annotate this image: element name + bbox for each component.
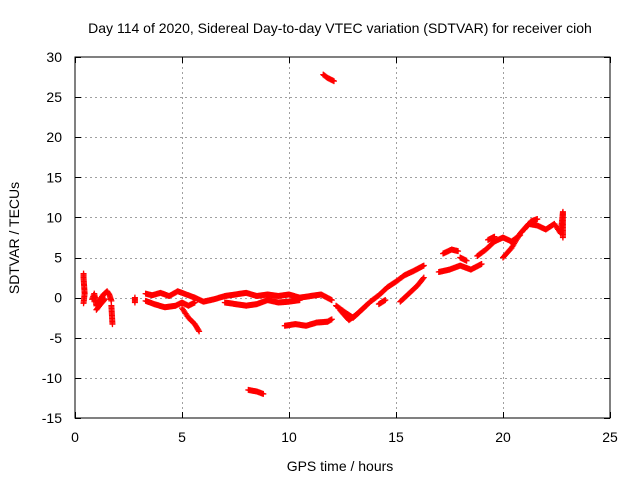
data-point <box>195 327 202 334</box>
data-point <box>196 328 203 335</box>
data-point <box>463 257 470 264</box>
x-axis-label: GPS time / hours <box>287 458 394 474</box>
plot-frame <box>74 56 611 419</box>
chart-title: Day 114 of 2020, Sidereal Day-to-day VTE… <box>88 20 592 36</box>
data-point <box>491 233 498 240</box>
data-point <box>419 275 426 282</box>
y-tick-label: 15 <box>46 169 62 185</box>
data-point <box>260 390 267 397</box>
x-tick-label: 25 <box>602 429 618 445</box>
x-tick-label: 20 <box>495 429 511 445</box>
y-tick-labels: -15 -10 -5 0 5 10 15 20 25 30 <box>42 49 62 426</box>
x-tick-label: 0 <box>71 429 79 445</box>
data-point <box>420 262 427 269</box>
y-tick-label: -15 <box>42 410 62 426</box>
data-point <box>80 300 87 307</box>
data-point <box>363 302 370 309</box>
axis-ticks <box>75 57 611 419</box>
y-axis-label: SDTVAR / TECUs <box>6 182 22 294</box>
data-point <box>534 216 541 223</box>
y-tick-label: 10 <box>46 209 62 225</box>
data-point <box>362 303 369 310</box>
y-tick-label: 0 <box>54 290 62 306</box>
data-point <box>131 299 138 306</box>
data-points <box>80 71 566 397</box>
y-tick-label: 5 <box>54 250 62 266</box>
data-point <box>559 234 566 241</box>
data-point <box>328 297 335 304</box>
y-tick-label: 20 <box>46 129 62 145</box>
data-point <box>328 316 335 323</box>
y-tick-label: -5 <box>50 330 63 346</box>
data-point <box>191 299 198 306</box>
data-point <box>101 297 108 304</box>
grid <box>75 57 610 418</box>
data-point <box>330 78 337 85</box>
data-point <box>101 296 108 303</box>
data-point <box>109 321 116 328</box>
data-point <box>455 248 462 255</box>
x-tick-label: 15 <box>388 429 404 445</box>
y-tick-label: -10 <box>42 370 62 386</box>
data-point <box>420 274 427 281</box>
x-tick-label: 5 <box>178 429 186 445</box>
x-tick-labels: 0 5 10 15 20 25 <box>71 429 618 445</box>
data-point <box>382 297 389 304</box>
y-tick-label: 30 <box>46 49 62 65</box>
y-tick-label: 25 <box>46 89 62 105</box>
data-point <box>478 260 485 267</box>
x-tick-label: 10 <box>281 429 297 445</box>
data-point <box>296 297 303 304</box>
